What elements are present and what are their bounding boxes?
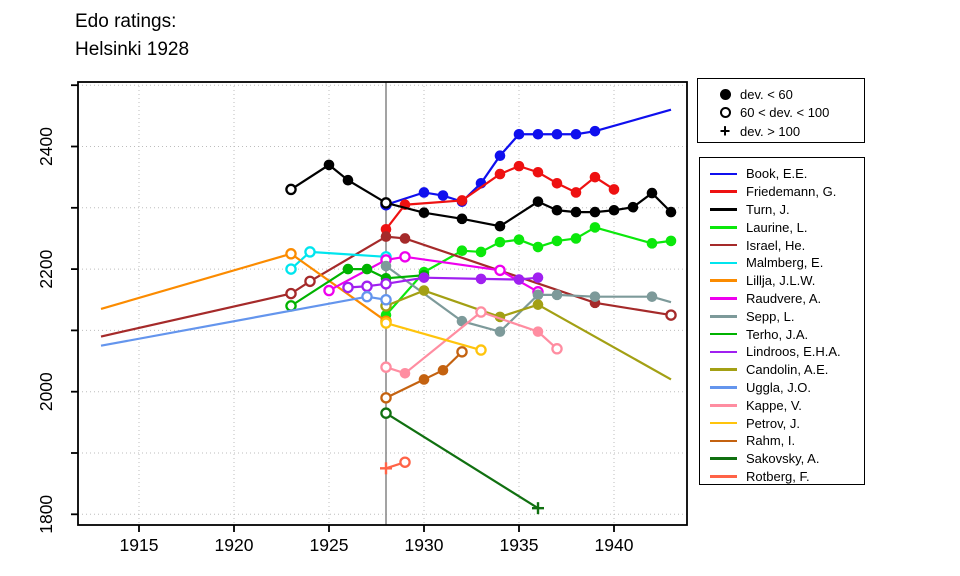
series-kappe-v xyxy=(380,306,563,379)
color-swatch xyxy=(710,225,737,229)
plus-marker-icon: + xyxy=(719,120,731,141)
color-swatch xyxy=(710,314,737,318)
x-axis: 1915 1920 1925 1930 1935 1940 xyxy=(120,525,634,555)
dot-marker-icon xyxy=(710,88,740,100)
player-legend-item-terho-j-a: Terho, J.A. xyxy=(710,325,864,343)
color-swatch xyxy=(710,386,737,389)
player-name-label: Uggla, J.O. xyxy=(746,379,812,395)
player-legend-item-uggla-j-o: Uggla, J.O. xyxy=(710,379,864,397)
player-name-label: Raudvere, A. xyxy=(746,290,822,306)
player-name-label: Candolin, A.E. xyxy=(746,362,829,378)
player-name-label: Sakovsky, A. xyxy=(746,451,820,467)
color-swatch xyxy=(710,297,737,300)
color-swatch xyxy=(710,475,737,478)
deviation-legend-item-open: 60 < dev. < 100 xyxy=(710,104,864,123)
series-candolin-a-e xyxy=(380,285,672,381)
svg-text:1940: 1940 xyxy=(595,535,634,555)
player-legend-item-malmberg-e: Malmberg, E. xyxy=(710,254,864,272)
player-legend-item-friedemann-g: Friedemann, G. xyxy=(710,183,864,201)
chart-title-line1: Edo ratings: xyxy=(75,11,177,32)
series-friedemann-g xyxy=(380,160,620,235)
player-legend-item-turn-j: Turn, J. xyxy=(710,201,864,219)
series-uggla-j-o xyxy=(100,290,392,347)
player-name-label: Lillja, J.L.W. xyxy=(746,273,816,289)
player-name-label: Lindroos, E.H.A. xyxy=(746,344,841,360)
player-name-label: Israel, He. xyxy=(746,237,806,253)
player-legend-item-petrov-j: Petrov, J. xyxy=(710,414,864,432)
color-swatch xyxy=(710,208,737,211)
series-turn-j xyxy=(285,159,677,232)
y-axis: 1800 2000 2200 2400 xyxy=(36,84,78,534)
open-marker-icon xyxy=(710,107,740,119)
player-legend-item-sepp-l: Sepp, L. xyxy=(710,307,864,325)
player-name-label: Book, E.E. xyxy=(746,166,808,182)
plot-frame xyxy=(77,81,688,526)
player-name-label: Terho, J.A. xyxy=(746,326,809,342)
player-legend-item-kappe-v: Kappe, V. xyxy=(710,396,864,414)
color-swatch xyxy=(710,403,737,407)
player-legend-item-rahm-i: Rahm, I. xyxy=(710,432,864,450)
player-name-label: Friedemann, G. xyxy=(746,184,837,200)
player-legend-item-israel-he: Israel, He. xyxy=(710,236,864,254)
player-name-label: Sepp, L. xyxy=(746,308,795,324)
svg-text:1930: 1930 xyxy=(405,535,444,555)
deviation-legend-label: 60 < dev. < 100 xyxy=(740,105,830,121)
series-sakovsky-a xyxy=(380,407,544,515)
svg-text:1800: 1800 xyxy=(36,495,56,534)
series-petrov-j xyxy=(380,317,487,356)
color-swatch xyxy=(710,261,737,265)
player-name-label: Rotberg, F. xyxy=(746,468,810,484)
player-name-label: Turn, J. xyxy=(746,201,790,217)
color-swatch xyxy=(710,350,737,354)
player-legend-item-candolin-a-e: Candolin, A.E. xyxy=(710,361,864,379)
player-name-label: Rahm, I. xyxy=(746,433,796,449)
series-rahm-i xyxy=(380,346,468,404)
player-name-label: Malmberg, E. xyxy=(746,255,824,271)
color-swatch xyxy=(710,279,737,282)
player-legend-item-raudvere-a: Raudvere, A. xyxy=(710,290,864,308)
svg-text:1935: 1935 xyxy=(500,535,539,555)
player-legend-item-lindroos-e-h-a: Lindroos, E.H.A. xyxy=(710,343,864,361)
color-swatch xyxy=(710,457,737,460)
deviation-legend-label: dev. > 100 xyxy=(740,123,801,139)
svg-text:2000: 2000 xyxy=(36,372,56,411)
player-legend-item-rotberg-f: Rotberg, F. xyxy=(710,468,864,486)
chart-title: Edo ratings: Helsinki 1928 xyxy=(75,8,189,64)
player-legend: Book, E.E. Friedemann, G. Turn, J. Laurine,… xyxy=(699,157,865,485)
player-legend-item-lillja-j-l-w: Lillja, J.L.W. xyxy=(710,272,864,290)
svg-text:1925: 1925 xyxy=(310,535,349,555)
color-swatch xyxy=(710,332,737,336)
color-swatch xyxy=(710,421,737,425)
deviation-legend: dev. < 60 60 < dev. < 100 + dev. > 100 xyxy=(697,78,865,143)
series-rotberg-f xyxy=(380,456,411,475)
svg-text:1915: 1915 xyxy=(120,535,159,555)
color-swatch xyxy=(710,439,737,443)
player-name-label: Laurine, L. xyxy=(746,219,808,235)
svg-text:1920: 1920 xyxy=(215,535,254,555)
svg-text:2200: 2200 xyxy=(36,249,56,288)
deviation-legend-item-plus: + dev. > 100 xyxy=(710,122,864,141)
series-laurine-l xyxy=(380,222,677,321)
player-legend-item-laurine-l: Laurine, L. xyxy=(710,218,864,236)
series-lindroos-e-h-a xyxy=(342,272,544,294)
series-book-e-e xyxy=(380,108,672,211)
color-swatch xyxy=(710,172,737,176)
svg-text:2400: 2400 xyxy=(36,127,56,166)
color-swatch xyxy=(710,243,737,247)
player-name-label: Petrov, J. xyxy=(746,415,800,431)
deviation-legend-item-dot: dev. < 60 xyxy=(710,85,864,104)
color-swatch xyxy=(710,190,737,193)
player-legend-item-sakovsky-a: Sakovsky, A. xyxy=(710,450,864,468)
series-layer xyxy=(100,108,677,515)
deviation-legend-label: dev. < 60 xyxy=(740,86,793,102)
player-name-label: Kappe, V. xyxy=(746,397,802,413)
chart-title-line2: Helsinki 1928 xyxy=(75,39,190,60)
color-swatch xyxy=(710,368,737,371)
player-legend-item-book-e-e: Book, E.E. xyxy=(710,165,864,183)
